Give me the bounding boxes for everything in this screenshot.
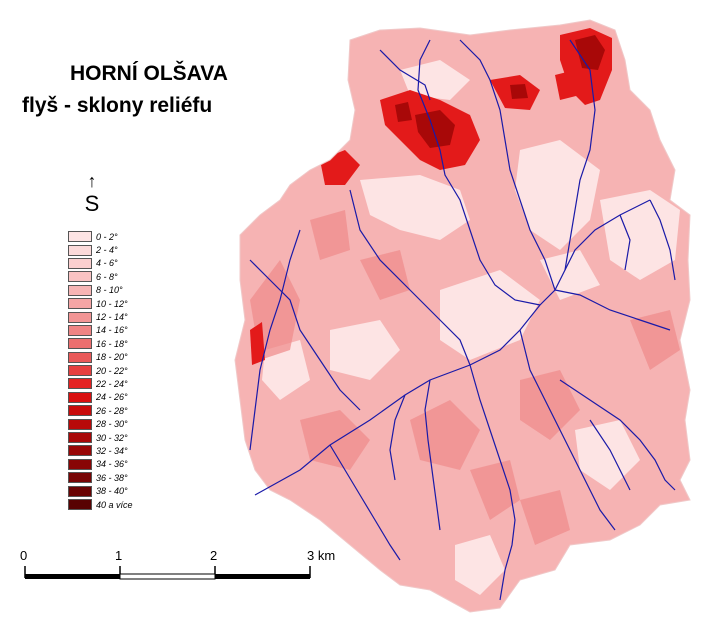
legend-swatch	[68, 499, 92, 510]
legend-swatch	[68, 485, 92, 497]
stream-south-4	[559, 379, 676, 491]
legend-swatch	[68, 298, 92, 310]
north-label: S	[84, 191, 100, 216]
slope-legend: 0 - 2° 2 - 4° 4 - 6° 6 - 8° 8 - 10° 10 - 12° 1…	[68, 230, 133, 511]
legend-swatch	[68, 244, 92, 256]
legend-item: 2 - 4°	[68, 243, 133, 256]
north-indicator: ↑ S	[80, 172, 104, 218]
legend-item: 28 - 30°	[68, 417, 133, 430]
legend-swatch	[68, 405, 92, 417]
legend-swatch	[68, 311, 92, 323]
legend-item: 12 - 14°	[68, 310, 133, 323]
legend-label: 24 - 26°	[96, 392, 128, 403]
legend-swatch	[68, 391, 92, 403]
legend-swatch	[68, 351, 92, 363]
legend-swatch	[68, 231, 92, 243]
legend-swatch	[68, 365, 92, 377]
legend-item: 34 - 36°	[68, 458, 133, 471]
map-title: HORNÍ OLŠAVA	[70, 62, 228, 85]
scale-label-1: 1	[115, 548, 123, 563]
legend-item: 4 - 6°	[68, 257, 133, 270]
legend-item: 24 - 26°	[68, 391, 133, 404]
legend-item: 22 - 24°	[68, 377, 133, 390]
stream-north-4	[379, 49, 431, 101]
legend-item: 6 - 8°	[68, 270, 133, 283]
legend-label: 22 - 24°	[96, 378, 128, 389]
legend-swatch	[68, 418, 92, 430]
legend-swatch	[68, 458, 92, 470]
legend-swatch	[68, 432, 92, 444]
legend-item: 8 - 10°	[68, 284, 133, 297]
legend-item: 20 - 22°	[68, 364, 133, 377]
slope-zones-medium	[250, 210, 680, 545]
legend-label: 40 a více	[96, 499, 133, 510]
stream-south-1	[424, 379, 441, 531]
stream-south-3	[519, 329, 616, 531]
legend-swatch	[68, 324, 92, 336]
stream-north-3	[564, 39, 596, 271]
stream-network	[249, 39, 676, 601]
legend-label: 12 - 14°	[96, 312, 128, 323]
legend-label: 0 - 2°	[96, 231, 118, 242]
scale-bar: 0 1 2 3 km	[20, 548, 340, 588]
legend-label: 36 - 38°	[96, 472, 128, 483]
stream-south-5	[329, 444, 401, 561]
legend-label: 26 - 28°	[96, 405, 128, 416]
stream-west-2	[249, 229, 301, 451]
legend-swatch	[68, 257, 92, 269]
stream-west-1	[249, 259, 361, 411]
legend-swatch	[68, 284, 92, 296]
stream-north-2	[459, 39, 556, 291]
legend-label: 18 - 20°	[96, 352, 128, 363]
legend-item: 36 - 38°	[68, 471, 133, 484]
very-steep-slopes	[395, 35, 605, 148]
legend-item: 18 - 20°	[68, 351, 133, 364]
scale-label-0: 0	[20, 548, 28, 563]
stream-south-6	[389, 394, 406, 481]
scale-bar-graphic	[24, 566, 311, 580]
legend-label: 28 - 30°	[96, 419, 128, 430]
map-subtitle: flyš - sklony reliéfu	[22, 94, 213, 117]
legend-item: 32 - 34°	[68, 444, 133, 457]
legend-swatch	[68, 445, 92, 457]
stream-east-1	[649, 199, 676, 281]
legend-label: 10 - 12°	[96, 298, 128, 309]
legend-label: 16 - 18°	[96, 338, 128, 349]
legend-label: 6 - 8°	[96, 271, 118, 282]
legend-label: 20 - 22°	[96, 365, 128, 376]
legend-item: 30 - 32°	[68, 431, 133, 444]
legend-swatch	[68, 271, 92, 283]
scale-label-3: 3 km	[307, 548, 336, 563]
stream-south-7	[589, 419, 631, 491]
scale-label-2: 2	[210, 548, 218, 563]
legend-item: 40 a více	[68, 498, 133, 511]
legend-swatch	[68, 472, 92, 484]
legend-label: 8 - 10°	[96, 285, 123, 296]
legend-item: 10 - 12°	[68, 297, 133, 310]
legend-label: 2 - 4°	[96, 245, 118, 256]
legend-label: 30 - 32°	[96, 432, 128, 443]
north-arrow-icon: ↑	[87, 171, 97, 191]
stream-north-1	[417, 39, 541, 306]
basin-area	[235, 20, 690, 612]
legend-label: 38 - 40°	[96, 486, 128, 497]
stream-west-3	[349, 189, 471, 366]
stream-main	[254, 199, 651, 496]
stream-east-3	[554, 289, 671, 331]
legend-item: 38 - 40°	[68, 484, 133, 497]
legend-label: 14 - 16°	[96, 325, 128, 336]
legend-label: 32 - 34°	[96, 445, 128, 456]
legend-label: 4 - 6°	[96, 258, 118, 269]
legend-item: 16 - 18°	[68, 337, 133, 350]
legend-item: 26 - 28°	[68, 404, 133, 417]
legend-item: 14 - 16°	[68, 324, 133, 337]
basin-outline	[234, 19, 691, 613]
legend-label: 34 - 36°	[96, 459, 128, 470]
legend-swatch	[68, 378, 92, 390]
stream-south-2	[469, 364, 516, 601]
legend-swatch	[68, 338, 92, 350]
legend-item: 0 - 2°	[68, 230, 133, 243]
stream-east-2	[619, 214, 631, 271]
